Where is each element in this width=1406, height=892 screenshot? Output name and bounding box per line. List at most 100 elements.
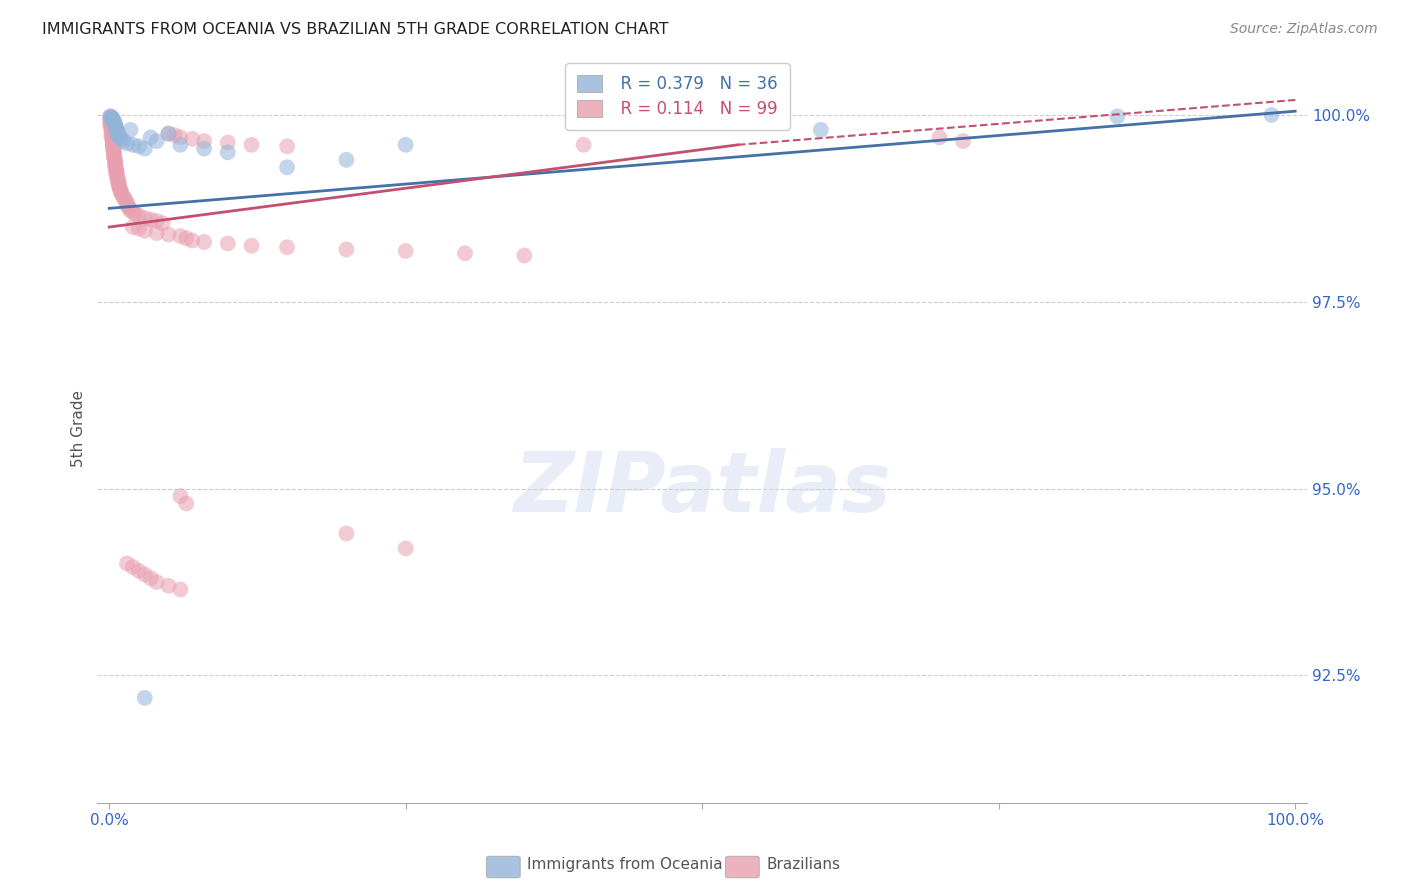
Point (104, 119, 127, 133)
Point (157, 127, 180, 141)
Point (100, 124, 122, 138)
Point (122, 137, 145, 152)
Point (101, 139, 124, 153)
Point (103, 114, 125, 128)
Point (395, 244, 418, 258)
Point (1260, 108, 1282, 122)
Point (217, 145, 239, 160)
Point (128, 221, 150, 235)
Point (181, 234, 204, 248)
Point (240, 137, 263, 152)
Point (107, 175, 129, 189)
Point (105, 161, 128, 176)
Point (128, 139, 150, 153)
Point (217, 136, 239, 150)
Point (139, 212, 162, 227)
Point (101, 132, 124, 146)
Point (115, 197, 138, 211)
Point (176, 497, 198, 511)
Point (454, 246, 477, 260)
Point (395, 541, 418, 556)
Point (139, 571, 162, 585)
Point (111, 187, 134, 202)
Text: Brazilians: Brazilians (766, 857, 841, 872)
Point (169, 582, 191, 597)
Point (115, 136, 138, 151)
Point (100, 110, 122, 124)
Point (120, 203, 142, 218)
Point (104, 160, 127, 174)
Point (103, 143, 125, 157)
Point (104, 158, 127, 172)
Point (115, 557, 138, 571)
Point (122, 220, 145, 235)
Point (193, 134, 215, 148)
Point (107, 128, 129, 142)
Point (107, 177, 129, 191)
Point (193, 142, 215, 156)
Point (176, 231, 198, 245)
Point (810, 123, 832, 137)
Point (105, 120, 128, 135)
Point (169, 229, 191, 244)
Point (100, 112, 122, 127)
Point (107, 127, 129, 141)
Point (100, 111, 122, 125)
Point (145, 134, 167, 148)
Point (240, 238, 263, 252)
Point (100, 121, 122, 136)
Point (104, 153, 127, 167)
Point (107, 128, 129, 143)
Point (513, 248, 536, 262)
Point (100, 110, 122, 124)
Point (100, 123, 122, 137)
Point (169, 130, 191, 145)
Point (169, 137, 191, 152)
Point (157, 579, 180, 593)
Point (145, 214, 167, 228)
Point (169, 489, 191, 503)
Point (1107, 110, 1129, 124)
Point (572, 137, 595, 152)
Point (110, 186, 132, 201)
Point (108, 181, 131, 195)
Point (157, 127, 180, 141)
Point (112, 134, 135, 148)
Text: Source: ZipAtlas.com: Source: ZipAtlas.com (1230, 22, 1378, 37)
Point (101, 136, 124, 150)
Point (108, 130, 131, 145)
Point (163, 128, 186, 142)
Point (100, 117, 122, 131)
Point (104, 156, 127, 170)
Point (952, 134, 974, 148)
Text: Immigrants from Oceania: Immigrants from Oceania (527, 857, 723, 872)
Point (108, 183, 131, 197)
Point (103, 145, 125, 160)
Point (105, 168, 128, 182)
Point (134, 142, 156, 156)
Point (103, 115, 125, 129)
Point (139, 130, 162, 145)
Point (115, 196, 138, 211)
Point (107, 124, 129, 138)
Point (134, 211, 156, 225)
Point (107, 178, 129, 193)
Point (103, 146, 125, 161)
Point (100, 110, 122, 124)
Point (112, 190, 135, 204)
Point (110, 132, 132, 146)
Point (100, 127, 122, 141)
Text: ZIPatlas: ZIPatlas (513, 448, 891, 529)
Point (276, 160, 298, 174)
Point (100, 130, 122, 145)
Point (100, 114, 122, 128)
Point (114, 194, 136, 208)
Point (105, 165, 128, 179)
Point (122, 205, 145, 219)
Point (110, 184, 132, 198)
Point (217, 236, 239, 251)
Point (100, 120, 122, 134)
Point (157, 227, 180, 242)
Point (100, 115, 122, 129)
Point (104, 154, 127, 169)
